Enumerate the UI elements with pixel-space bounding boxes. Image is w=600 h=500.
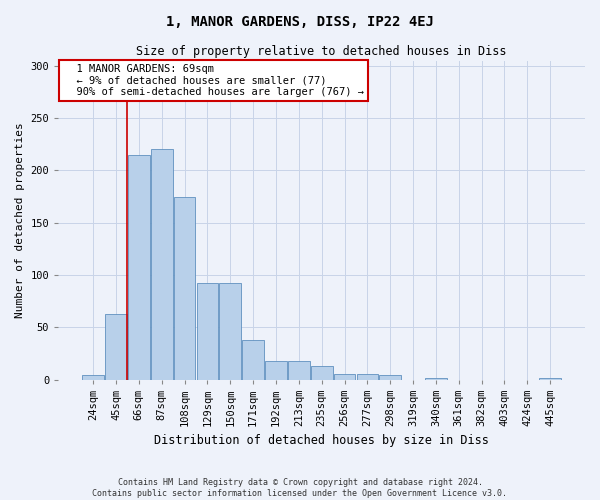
Bar (128, 154, 149, 380)
Bar (242, 340, 264, 380)
Bar (105, 314, 127, 380)
Bar (265, 361, 287, 380)
Bar (288, 361, 310, 380)
X-axis label: Distribution of detached houses by size in Diss: Distribution of detached houses by size … (154, 434, 489, 448)
Bar (311, 366, 332, 380)
Text: Contains HM Land Registry data © Crown copyright and database right 2024.
Contai: Contains HM Land Registry data © Crown c… (92, 478, 508, 498)
Y-axis label: Number of detached properties: Number of detached properties (15, 122, 25, 318)
Bar (220, 284, 241, 380)
Text: 1 MANOR GARDENS: 69sqm
  ← 9% of detached houses are smaller (77)
  90% of semi-: 1 MANOR GARDENS: 69sqm ← 9% of detached … (64, 64, 364, 97)
Bar (356, 374, 378, 380)
Bar (82, 376, 104, 380)
Text: 1, MANOR GARDENS, DISS, IP22 4EJ: 1, MANOR GARDENS, DISS, IP22 4EJ (166, 15, 434, 29)
Bar (539, 378, 561, 380)
Bar (379, 376, 401, 380)
Bar (151, 150, 173, 380)
Title: Size of property relative to detached houses in Diss: Size of property relative to detached ho… (136, 45, 507, 58)
Bar (173, 196, 196, 380)
Bar (425, 378, 447, 380)
Bar (334, 374, 355, 380)
Bar (197, 284, 218, 380)
